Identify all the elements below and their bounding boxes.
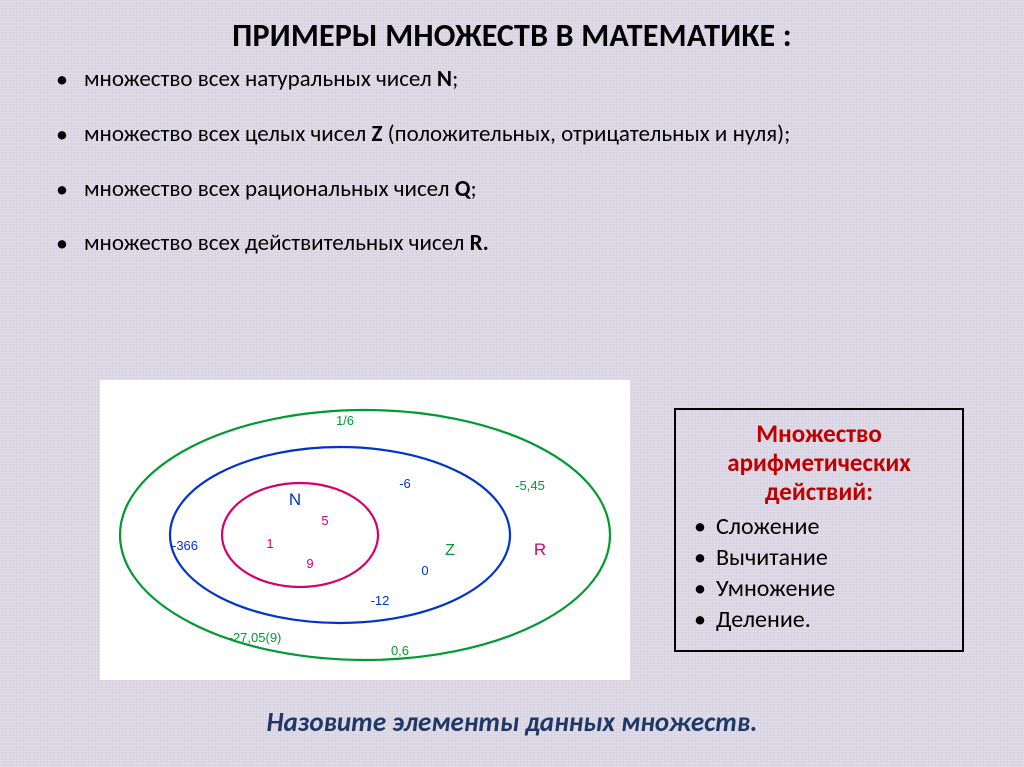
operations-item: Умножение [690,574,948,603]
footer-prompt: Назовите элементы данных множеств. [0,706,1024,739]
bullets-list: множество всех натуральных чисел N; множ… [50,65,974,258]
diagram-label: -366 [172,538,198,553]
diagram-label: 0 [421,563,428,578]
bullet-item: множество всех целых чисел Z (положитель… [50,120,974,149]
bullet-bold: Q [455,175,471,203]
diagram-label: 0,6 [391,643,409,658]
diagram-label: N [289,490,301,509]
diagram-label: 9 [306,556,313,571]
operations-item: Вычитание [690,543,948,572]
bullet-bold: Z [371,120,382,148]
operations-box: Множество арифметических действий: Сложе… [674,408,964,652]
bullet-bold: N [437,65,452,93]
bullet-suffix: ; [452,65,458,93]
operations-list: Сложение Вычитание Умножение Деление. [690,512,948,634]
diagram-label: 1 [266,536,273,551]
bullet-item: множество всех действительных чисел R. [50,229,974,258]
bullet-bold: R. [470,229,489,257]
diagram-label: -27,05(9) [229,630,282,645]
diagram-label: -12 [371,593,390,608]
bullet-text: множество всех действительных чисел [84,229,470,257]
diagram-label: -6 [399,476,411,491]
diagram-label: -5,45 [515,478,545,493]
operations-title: Множество арифметических действий: [690,420,948,506]
bullet-suffix: (положительных, отрицательных и нуля); [382,120,790,148]
operations-item: Сложение [690,512,948,541]
bullet-item: множество всех натуральных чисел N; [50,65,974,94]
page-title: ПРИМЕРЫ МНОЖЕСТВ В МАТЕМАТИКЕ : [0,0,1024,65]
diagram-label: 1/6 [336,413,354,428]
operations-item: Деление. [690,605,948,634]
diagram-label: Z [445,542,455,559]
bullet-text: множество всех рациональных чисел [84,175,455,203]
sets-diagram-svg: N 5 1 9 -6 -366 Z 0 -12 1/6 -5,45 R -27,05(9) 0,6 [100,380,630,680]
bullet-suffix: ; [470,175,476,203]
bullet-item: множество всех рациональных чисел Q; [50,175,974,204]
sets-diagram: N 5 1 9 -6 -366 Z 0 -12 1/6 -5,45 R -27,05(9) 0,6 [100,380,630,680]
diagram-label: R [534,540,546,559]
bullet-text: множество всех натуральных чисел [84,65,437,93]
main-bullets-container: множество всех натуральных чисел N; множ… [0,65,1024,258]
diagram-label: 5 [321,513,328,528]
bullet-text: множество всех целых чисел [84,120,371,148]
